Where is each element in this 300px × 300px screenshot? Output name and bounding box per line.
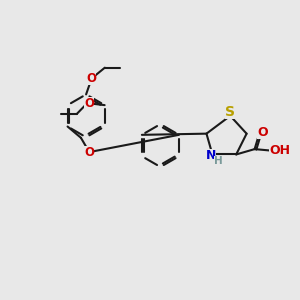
Text: O: O — [257, 126, 268, 139]
Text: N: N — [206, 148, 216, 162]
Text: O: O — [84, 146, 94, 159]
Text: H: H — [214, 156, 223, 166]
Text: O: O — [86, 73, 96, 85]
Text: OH: OH — [269, 143, 290, 157]
Text: O: O — [84, 97, 94, 110]
Text: S: S — [225, 105, 235, 119]
